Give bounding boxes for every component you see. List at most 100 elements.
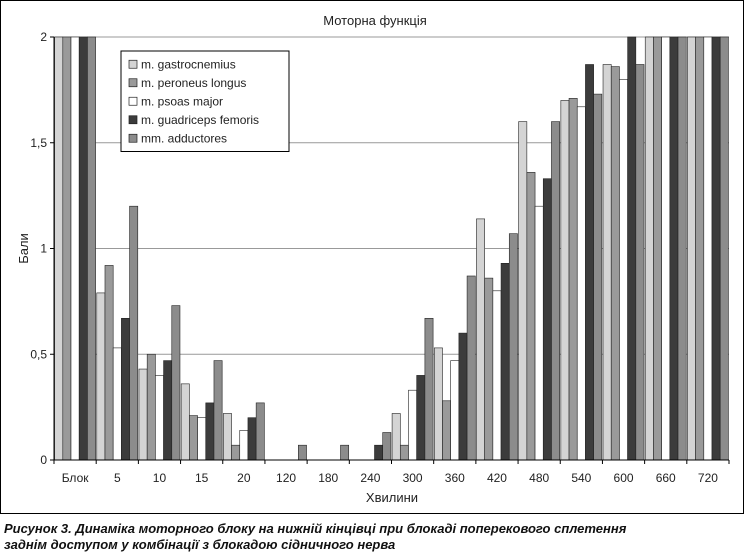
bar [87,36,96,461]
y-tick-label: 0,5 [30,347,47,361]
bar [518,121,528,461]
bar [526,172,536,461]
bar [695,36,705,461]
bar [298,444,307,461]
x-tick-label: 660 [656,471,676,485]
bar [593,93,603,461]
bar [500,263,510,461]
bar [54,36,64,461]
bar [96,292,106,461]
y-tick-label: 2 [40,30,47,44]
bar [703,36,713,461]
x-tick-label: 420 [487,471,507,485]
bar [62,36,72,461]
x-tick-label: Блок [62,471,90,485]
bar [627,36,637,461]
bar [719,36,729,461]
bar [458,332,468,461]
x-tick-label: 300 [403,471,423,485]
bar [104,265,114,461]
x-tick-label: 360 [445,471,465,485]
legend-swatch [128,59,138,69]
x-tick-label: 15 [195,471,209,485]
legend-label: m. peroneus longus [141,76,246,90]
bar [560,100,570,461]
x-tick-label: 5 [114,471,121,485]
bar [129,205,139,461]
bar [576,106,586,461]
bar [391,413,401,461]
bar [653,36,662,461]
bar [450,360,460,461]
bar [551,121,560,461]
bar [687,36,696,461]
x-tick-label: 600 [614,471,634,485]
bar [433,347,443,461]
bar [223,413,232,461]
bar [669,36,679,461]
legend-label: m. guadriceps femoris [141,113,259,127]
bar [239,430,249,461]
x-axis-label: Хвилини [366,490,418,505]
chart-frame: Моторна функція 0 0,5 1 1,5 2 Блок 5 10 15 20 120 18… [0,0,744,514]
bar [205,402,215,461]
bar [70,36,80,461]
bar [213,360,223,461]
bar [146,353,156,461]
chart-title: Моторна функція [323,13,427,28]
bar [610,66,620,461]
x-tick-label: 540 [571,471,591,485]
bar [476,218,485,461]
bar [635,64,645,461]
bar-chart: Моторна функція 0 0,5 1 1,5 2 Блок 5 10 15 20 120 18… [16,13,730,505]
y-tick-label: 1 [40,242,47,256]
legend-swatch [128,96,138,106]
bar [644,36,654,461]
bar [247,417,257,461]
bar [711,36,721,461]
bar [408,389,417,461]
legend-swatch [128,133,138,143]
x-tick-label: 720 [698,471,718,485]
legend-box [120,50,290,152]
bar [416,375,426,461]
legend-swatch [128,115,138,125]
x-tick-label: 480 [529,471,549,485]
bar [399,444,409,461]
bar [189,415,198,461]
bar [424,317,434,461]
bar [180,383,190,461]
bar [163,360,173,461]
legend-label: mm. adductores [141,131,227,145]
y-tick-label: 0 [40,453,47,467]
bar [171,305,181,461]
legend-label: m. psoas major [141,94,223,108]
bar [255,402,265,461]
bar [484,277,494,461]
bar [492,290,502,461]
x-tick-label: 240 [360,471,380,485]
bar [442,400,451,461]
bar [382,432,392,461]
bar [78,36,88,461]
bar [677,36,687,461]
caption-line-1: Рисунок 3. Динаміка моторного блоку на н… [4,521,627,536]
bar [568,98,578,461]
bar [508,233,518,461]
x-tick-label: 20 [237,471,251,485]
caption-line-2: заднім доступом у комбінації з блокадою … [4,537,396,552]
bar [585,64,594,461]
bar [602,64,612,461]
bar [466,275,476,461]
bar [534,205,544,461]
legend-swatch [128,78,138,88]
y-tick-label: 1,5 [30,136,47,150]
legend-label: m. gastrocnemius [141,57,236,71]
x-tick-label: 10 [153,471,167,485]
bar [112,347,122,461]
y-axis-label: Бали [16,233,31,264]
bar [197,417,207,461]
x-tick-label: 180 [318,471,338,485]
bar [619,79,628,461]
bar [661,36,671,461]
